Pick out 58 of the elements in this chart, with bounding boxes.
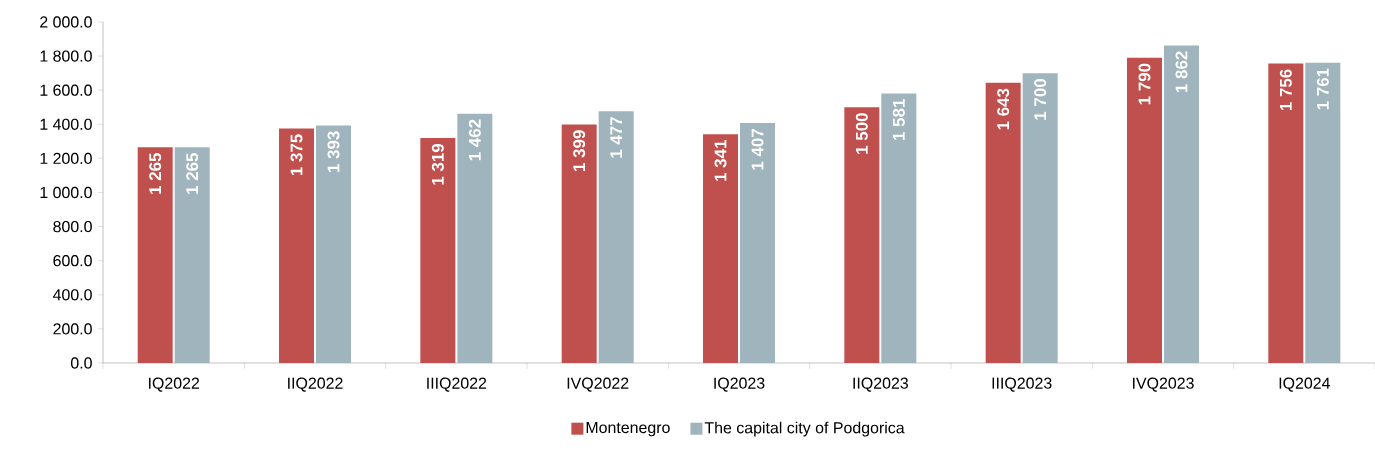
bar <box>1268 63 1304 363</box>
y-tick-label: 200.0 <box>53 323 92 335</box>
data-label: 1 399 <box>573 130 586 171</box>
data-label: 1 341 <box>714 140 727 181</box>
data-label: 1 862 <box>1175 51 1188 93</box>
x-tick-label: IIIQ2022 <box>427 377 487 392</box>
data-label: 1 581 <box>892 99 905 140</box>
bar <box>740 123 776 363</box>
bar <box>1127 57 1162 363</box>
data-label: 1 265 <box>186 152 199 194</box>
bar <box>1305 62 1341 363</box>
data-label: 1 393 <box>327 131 340 172</box>
x-tick-label: IIQ2022 <box>288 377 343 392</box>
x-tick-label: IIIQ2023 <box>992 377 1052 392</box>
data-label: 1 375 <box>290 134 303 176</box>
bar <box>457 113 493 363</box>
bar <box>881 93 917 363</box>
y-tick-label: 600.0 <box>53 255 92 267</box>
bar <box>279 128 315 363</box>
bar <box>1164 45 1199 363</box>
y-tick-label: 1 800.0 <box>40 50 92 62</box>
bar <box>420 138 456 363</box>
bar <box>844 107 880 363</box>
y-tick-label: 0.0 <box>70 357 92 369</box>
x-tick-label: IIQ2023 <box>853 377 908 392</box>
data-label: 1 407 <box>751 129 764 170</box>
bar <box>174 147 210 363</box>
bar <box>703 134 739 363</box>
data-label: 1 477 <box>610 117 622 158</box>
y-tick-label: 1 000.0 <box>40 186 92 199</box>
bar <box>137 147 173 363</box>
data-label: 1 462 <box>468 119 481 161</box>
data-label: 1 265 <box>149 152 162 194</box>
data-label: 1 500 <box>855 113 868 154</box>
data-label: 1 319 <box>431 143 444 185</box>
legend-label: Montenegro <box>586 422 670 437</box>
bar <box>561 124 597 363</box>
data-label: 1 761 <box>1316 68 1329 110</box>
bar <box>316 125 352 363</box>
data-label: 1 790 <box>1138 63 1151 105</box>
y-tick-label: 400.0 <box>52 289 92 301</box>
x-tick-label: IQ2022 <box>149 377 200 392</box>
x-tick-label: IQ2023 <box>714 377 765 392</box>
data-label: 1 756 <box>1279 69 1292 111</box>
y-tick-label: 2 000.0 <box>40 16 92 28</box>
data-label: 1 643 <box>997 88 1010 130</box>
bar <box>598 111 634 363</box>
x-tick-label: IQ2024 <box>1279 377 1330 392</box>
x-tick-label: IVQ2023 <box>1133 377 1194 392</box>
data-label: 1 700 <box>1034 79 1047 120</box>
bar <box>1022 73 1058 363</box>
x-tick-label: IVQ2022 <box>567 377 629 392</box>
bar <box>985 82 1021 363</box>
y-tick-label: 1 200.0 <box>40 152 92 165</box>
y-tick-label: 1 400.0 <box>40 118 92 130</box>
y-tick-label: 800.0 <box>53 220 92 233</box>
y-tick-label: 1 600.0 <box>40 84 92 96</box>
legend-label: The capital city of Podgorica <box>704 421 905 437</box>
